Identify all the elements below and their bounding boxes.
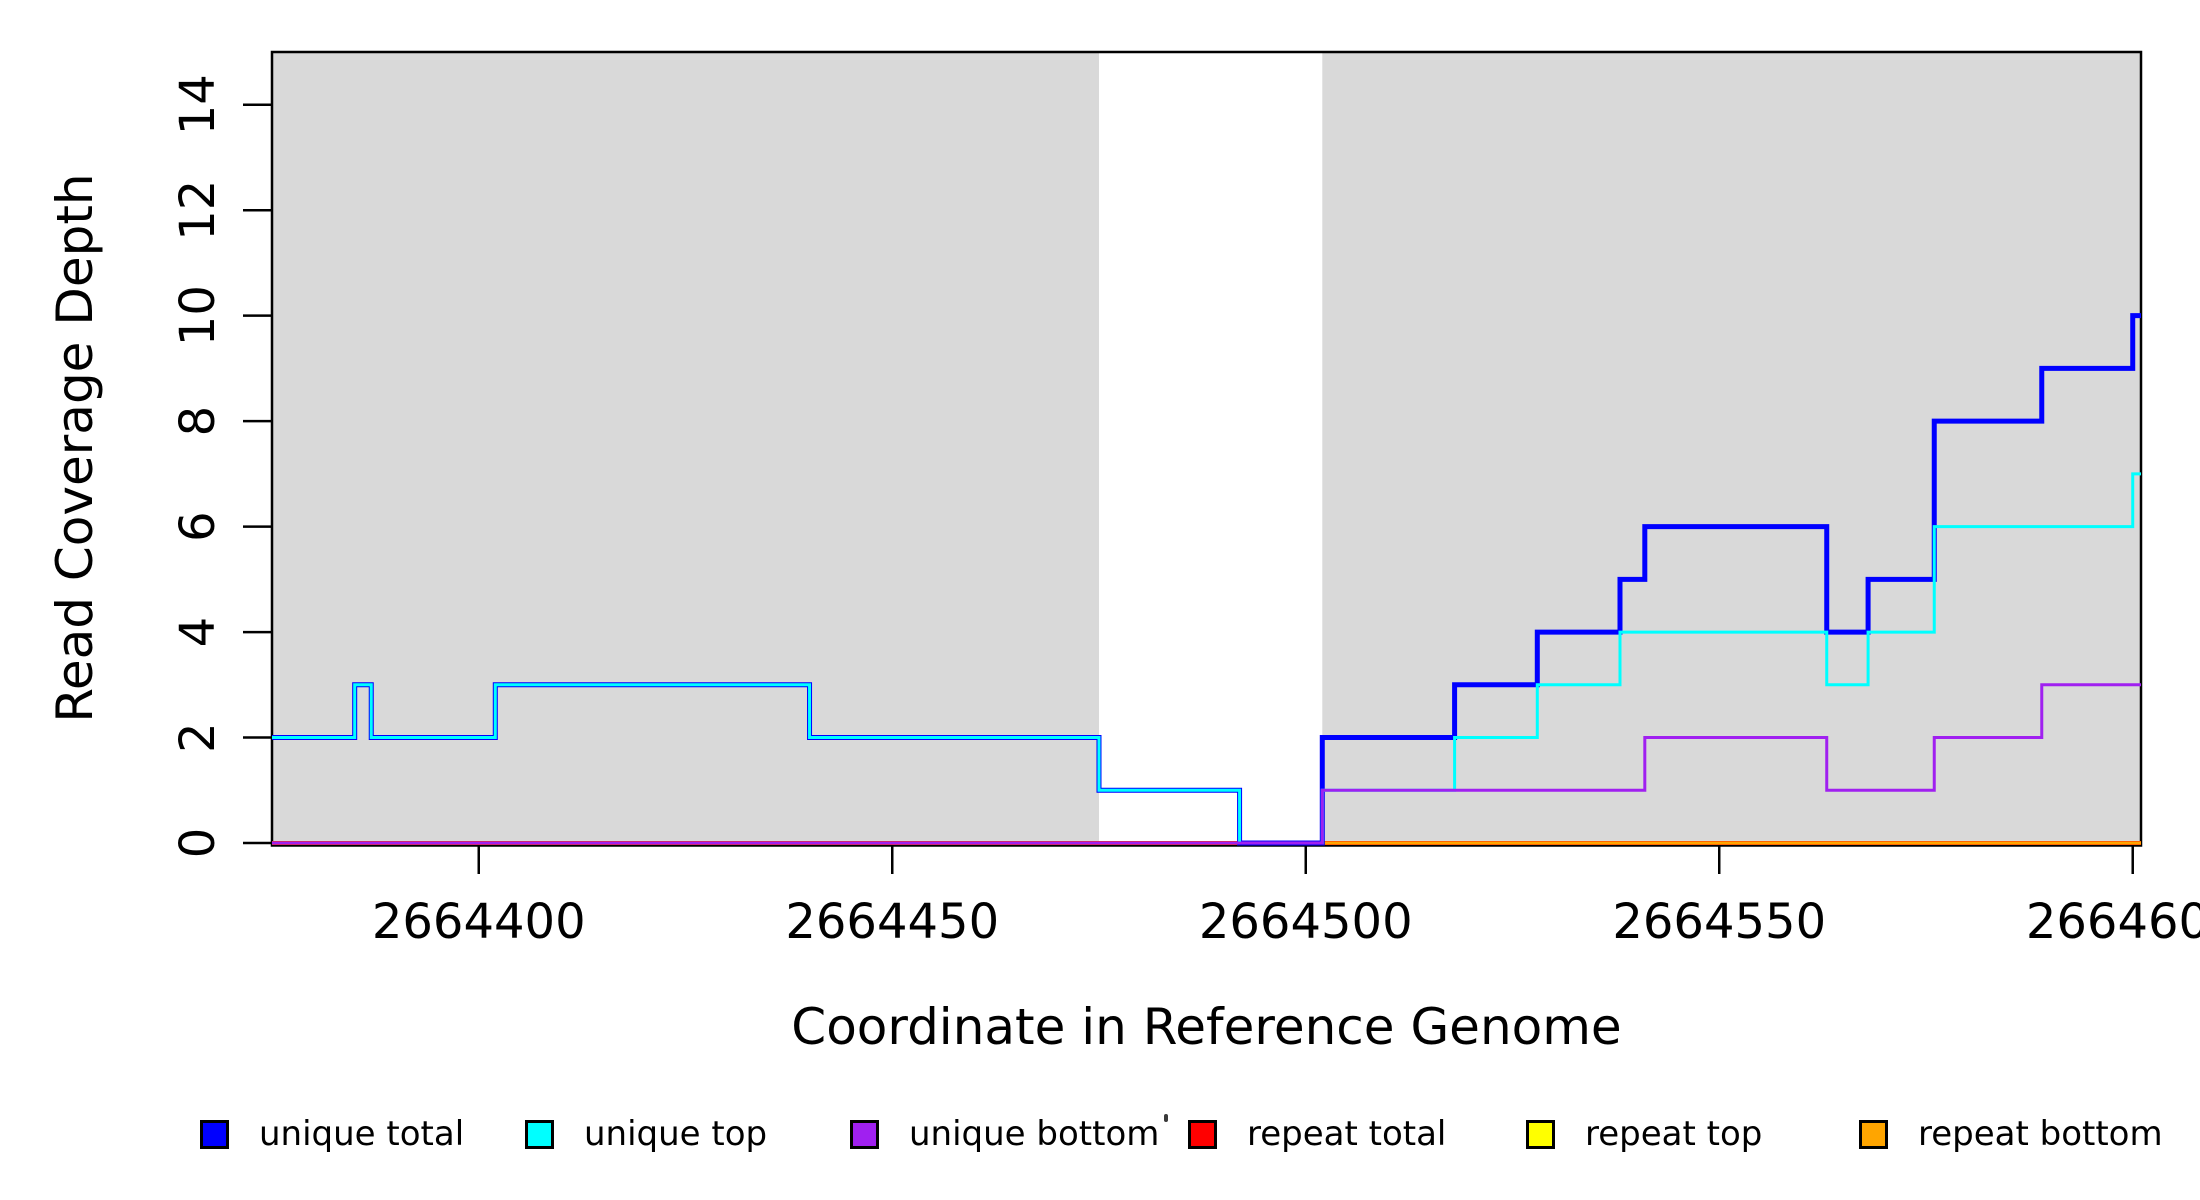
- legend-label: repeat bottom: [1918, 1114, 2163, 1154]
- covered-region-2: [1322, 53, 2141, 846]
- legend-item-repeat-total: repeat total: [1188, 1108, 1446, 1160]
- y-tick-label: 0: [170, 828, 226, 859]
- y-tick-label: 4: [170, 617, 226, 648]
- legend-item-repeat-top: repeat top: [1526, 1108, 1762, 1160]
- y-tick-label: 8: [170, 406, 226, 437]
- x-axis-title: Coordinate in Reference Genome: [791, 998, 1622, 1056]
- legend-item-unique-top: unique top: [525, 1108, 767, 1160]
- legend-label: unique bottom: [909, 1114, 1160, 1154]
- legend-item-repeat-bottom: repeat bottom: [1859, 1108, 2163, 1160]
- legend-swatch-unique-bottom: [850, 1119, 879, 1149]
- legend-label: repeat total: [1247, 1114, 1447, 1154]
- x-tick-label: 2664400: [372, 894, 586, 950]
- legend-swatch-repeat-bottom: [1859, 1119, 1888, 1149]
- y-tick-label: 10: [170, 285, 226, 346]
- y-tick-label: 14: [170, 74, 226, 135]
- y-axis-title: Read Coverage Depth: [46, 173, 104, 723]
- plot-box: [270, 50, 2143, 847]
- legend-label: unique total: [259, 1114, 465, 1154]
- stray-dot: [1164, 1114, 1168, 1122]
- legend-swatch-unique-total: [200, 1119, 229, 1149]
- legend-swatch-unique-top: [525, 1119, 554, 1149]
- legend-item-unique-bottom: unique bottom: [850, 1108, 1159, 1160]
- legend-label: repeat top: [1585, 1114, 1763, 1154]
- x-tick-label: 2664550: [1612, 894, 1826, 950]
- legend: unique total unique top unique bottom repea…: [0, 1108, 2200, 1168]
- legend-label: unique top: [584, 1114, 768, 1154]
- x-tick-label: 2664450: [785, 894, 999, 950]
- legend-item-unique-total: unique total: [200, 1108, 464, 1160]
- y-tick-label: 2: [170, 722, 226, 753]
- series-unique-bottom: [272, 683, 2141, 845]
- y-tick-label: 12: [170, 180, 226, 241]
- y-tick-label: 6: [170, 511, 226, 542]
- legend-swatch-repeat-top: [1526, 1119, 1555, 1149]
- covered-region-1: [272, 53, 1099, 846]
- x-tick-label: 2664500: [1199, 894, 1413, 950]
- legend-swatch-repeat-total: [1188, 1119, 1217, 1149]
